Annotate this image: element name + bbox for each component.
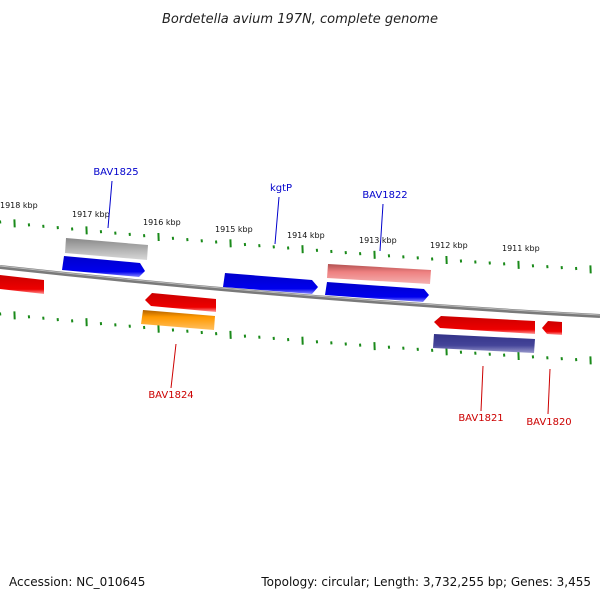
feature-blue-bav1822-arrow[interactable]: [325, 282, 429, 302]
gene-label-bav1820[interactable]: BAV1820: [526, 417, 571, 428]
tick-label-1914: 1914 kbp: [287, 231, 325, 240]
gene-label-kgtp[interactable]: kgtP: [270, 183, 292, 194]
tick-label-1912: 1912 kbp: [430, 241, 468, 250]
leader-line-kgtp: [274, 196, 280, 245]
gene-label-bav1821[interactable]: BAV1821: [458, 413, 503, 424]
leader-line-bav1822: [379, 203, 384, 252]
leader-line-bav1824: [170, 343, 177, 389]
map-title: Bordetella avium 197N, complete genome: [162, 12, 438, 27]
leader-line-bav1825: [107, 180, 113, 229]
tick-label-1911: 1911 kbp: [502, 244, 540, 253]
feature-red-bav1824-arrow[interactable]: [145, 293, 216, 312]
feature-red-bav1820-arrow[interactable]: [542, 321, 562, 335]
leader-line-bav1820: [547, 368, 551, 415]
tick-label-1918: 1918 kbp: [0, 201, 38, 210]
genome-backbone: [0, 265, 600, 318]
tick-label-1917: 1917 kbp: [72, 210, 110, 219]
gene-label-bav1822[interactable]: BAV1822: [362, 190, 407, 201]
gene-label-bav1824[interactable]: BAV1824: [148, 390, 193, 401]
inner-tick-ring: [0, 311, 592, 365]
feature-gray-bav1825[interactable]: [65, 238, 148, 260]
feature-blue-bav1825-arrow[interactable]: [62, 256, 145, 277]
gene-label-bav1825[interactable]: BAV1825: [93, 167, 138, 178]
feature-pink-bav1822[interactable]: [327, 264, 431, 284]
feature-blue-kgtp-arrow[interactable]: [223, 273, 318, 294]
outer-tick-ring: [0, 219, 592, 274]
tick-label-1913: 1913 kbp: [359, 236, 397, 245]
tick-label-1915: 1915 kbp: [215, 225, 253, 234]
tick-label-1916: 1916 kbp: [143, 218, 181, 227]
topology-summary: Topology: circular; Length: 3,732,255 bp…: [261, 575, 591, 589]
leader-line-bav1821: [480, 365, 484, 412]
feature-orange-bav1824[interactable]: [141, 310, 215, 330]
genome-backbone-highlight: [0, 265, 600, 316]
feature-navy-bav1821[interactable]: [433, 334, 535, 353]
feature-red-bav1821-arrow[interactable]: [434, 316, 535, 334]
feature-red-left-edge[interactable]: [0, 275, 44, 294]
accession-label: Accession: NC_010645: [9, 575, 146, 589]
